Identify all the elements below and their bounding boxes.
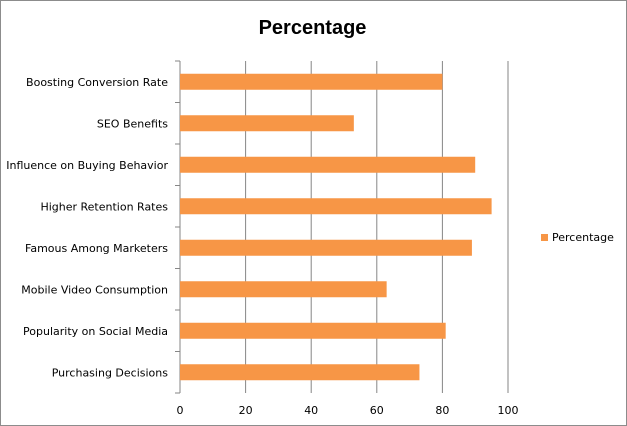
y-tick-label: Higher Retention Rates <box>40 200 168 213</box>
x-tick-label: 60 <box>370 404 384 417</box>
bar <box>180 322 446 339</box>
x-tick-label: 40 <box>304 404 318 417</box>
bar <box>180 198 492 215</box>
chart-title: Percentage <box>258 17 367 39</box>
bar <box>180 281 387 298</box>
bar <box>180 364 420 381</box>
legend-swatch <box>541 233 548 241</box>
y-tick-label: Famous Among Marketers <box>25 242 168 255</box>
y-tick-label: Purchasing Decisions <box>52 366 169 379</box>
y-tick-label: Mobile Video Consumption <box>21 283 168 296</box>
bar <box>180 73 443 90</box>
y-tick-label: Popularity on Social Media <box>23 325 168 338</box>
y-tick-label: Boosting Conversion Rate <box>26 76 168 89</box>
legend-label: Percentage <box>552 230 614 244</box>
bar <box>180 115 354 132</box>
x-tick-label: 0 <box>177 404 184 417</box>
bar <box>180 156 476 173</box>
x-tick-label: 100 <box>498 404 519 417</box>
x-tick-label: 20 <box>239 404 253 417</box>
bar <box>180 239 472 256</box>
y-tick-label: Influence on Buying Behavior <box>6 159 168 172</box>
y-tick-label: SEO Benefits <box>97 117 168 130</box>
x-tick-label: 80 <box>435 404 449 417</box>
legend-item: Percentage <box>541 230 614 244</box>
